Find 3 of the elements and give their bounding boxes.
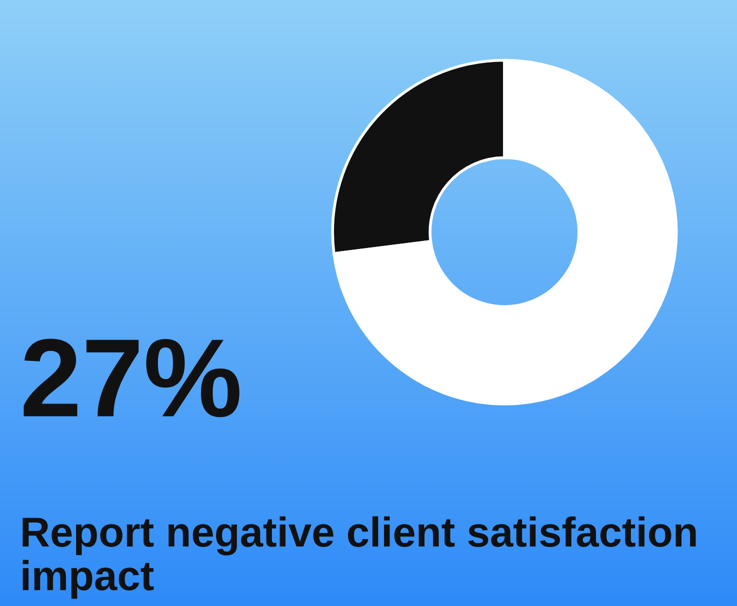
- text: Report negative client satisfaction impact: [22, 516, 696, 599]
- data-label: 27%: [24, 338, 240, 418]
- donut-slice: [332, 58, 678, 406]
